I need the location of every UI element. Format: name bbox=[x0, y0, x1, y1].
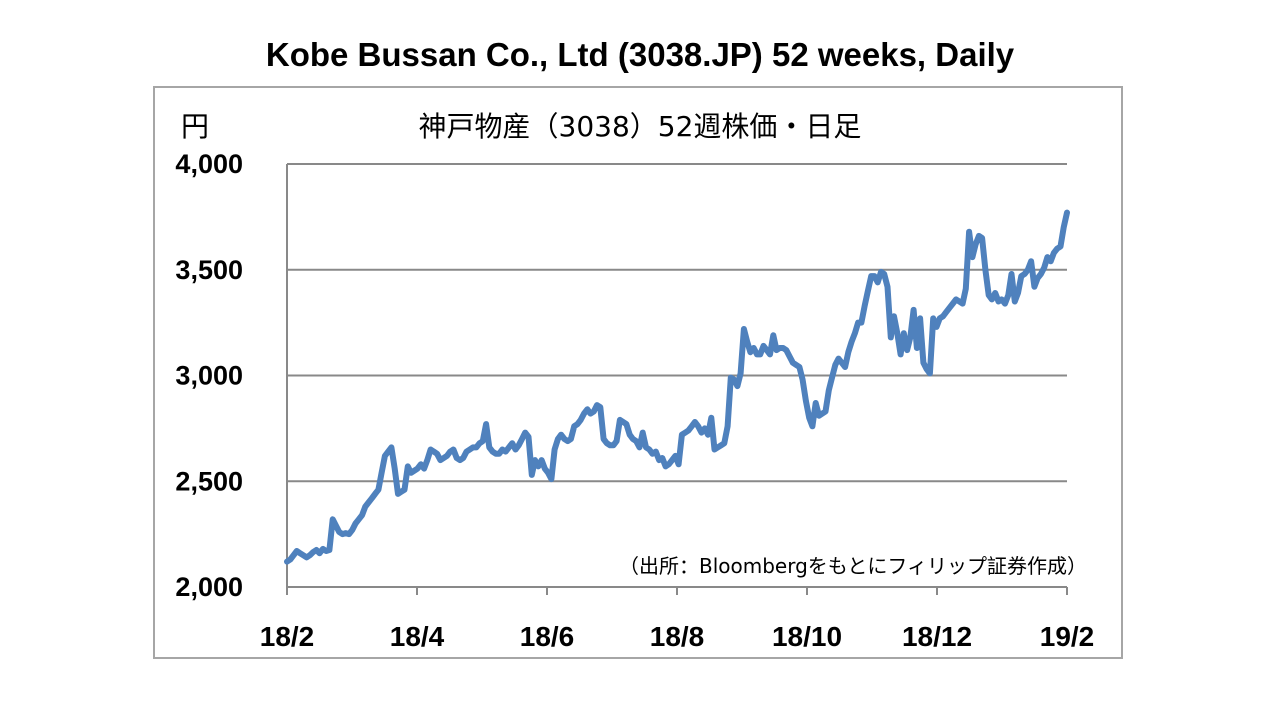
y-tick-label: 2,000 bbox=[175, 572, 243, 602]
y-tick-label: 3,000 bbox=[175, 361, 243, 391]
x-tick-label: 18/2 bbox=[260, 621, 315, 652]
chart-area bbox=[153, 86, 1123, 659]
price-series-line bbox=[284, 209, 1070, 565]
chart-title: 神戸物産（3038）52週株価・日足 bbox=[419, 110, 862, 143]
source-note: （出所：Bloombergをもとにフィリップ証券作成） bbox=[619, 554, 1087, 578]
x-tick-label: 18/12 bbox=[902, 621, 972, 652]
y-tick-label: 4,000 bbox=[175, 149, 243, 179]
series-layer bbox=[284, 209, 1070, 565]
axes bbox=[286, 164, 1068, 595]
y-tick-label: 2,500 bbox=[175, 466, 243, 496]
y-unit-label: 円 bbox=[181, 110, 209, 143]
tick-labels: 4,000 3,500 3,000 2,500 2,000 18/2 18/4 18/6 18/… bbox=[175, 149, 1094, 652]
gridlines bbox=[287, 163, 1067, 483]
x-tick-label: 18/4 bbox=[390, 621, 445, 652]
x-tick-label: 18/10 bbox=[772, 621, 842, 652]
x-tick-label: 18/6 bbox=[520, 621, 575, 652]
y-tick-label: 3,500 bbox=[175, 255, 243, 285]
x-tick-label: 19/2 bbox=[1040, 621, 1095, 652]
x-tick-label: 18/8 bbox=[650, 621, 705, 652]
page-title: Kobe Bussan Co., Ltd (3038.JP) 52 weeks,… bbox=[265, 36, 1015, 73]
